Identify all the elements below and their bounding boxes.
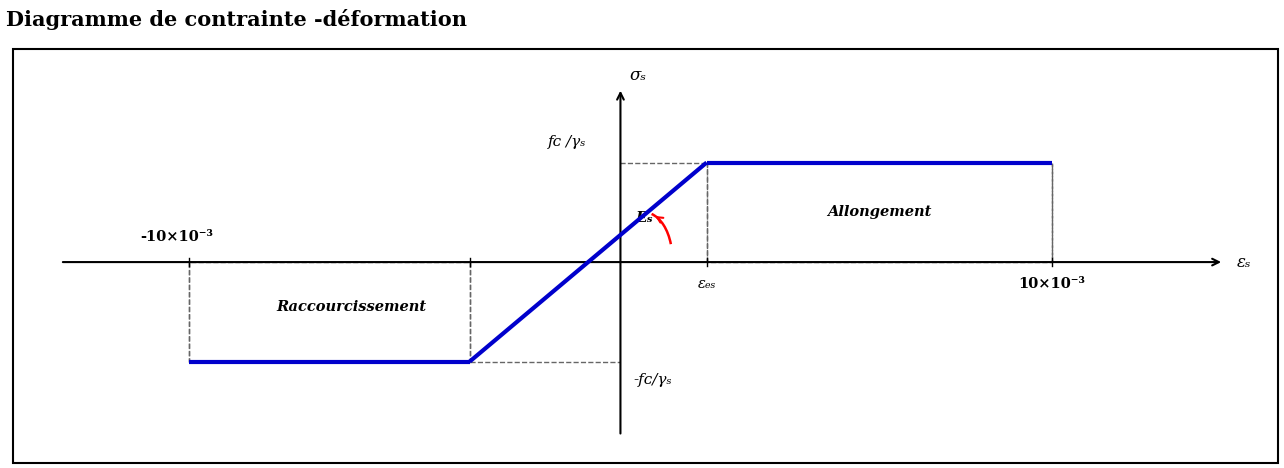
- Text: εₛ: εₛ: [1236, 254, 1252, 271]
- Text: fᴄ /γₛ: fᴄ /γₛ: [547, 135, 586, 149]
- Text: -fᴄ/γₛ: -fᴄ/γₛ: [633, 373, 672, 387]
- Text: -10×10⁻³: -10×10⁻³: [140, 230, 213, 244]
- Text: 10×10⁻³: 10×10⁻³: [1018, 277, 1085, 291]
- Text: Allongement: Allongement: [827, 205, 931, 219]
- Text: σₛ: σₛ: [629, 67, 646, 84]
- Text: εₑₛ: εₑₛ: [697, 277, 716, 291]
- Text: Diagramme de contrainte -déformation: Diagramme de contrainte -déformation: [6, 9, 467, 30]
- Text: Eₛ: Eₛ: [636, 211, 654, 225]
- Text: Raccourcissement: Raccourcissement: [276, 300, 426, 314]
